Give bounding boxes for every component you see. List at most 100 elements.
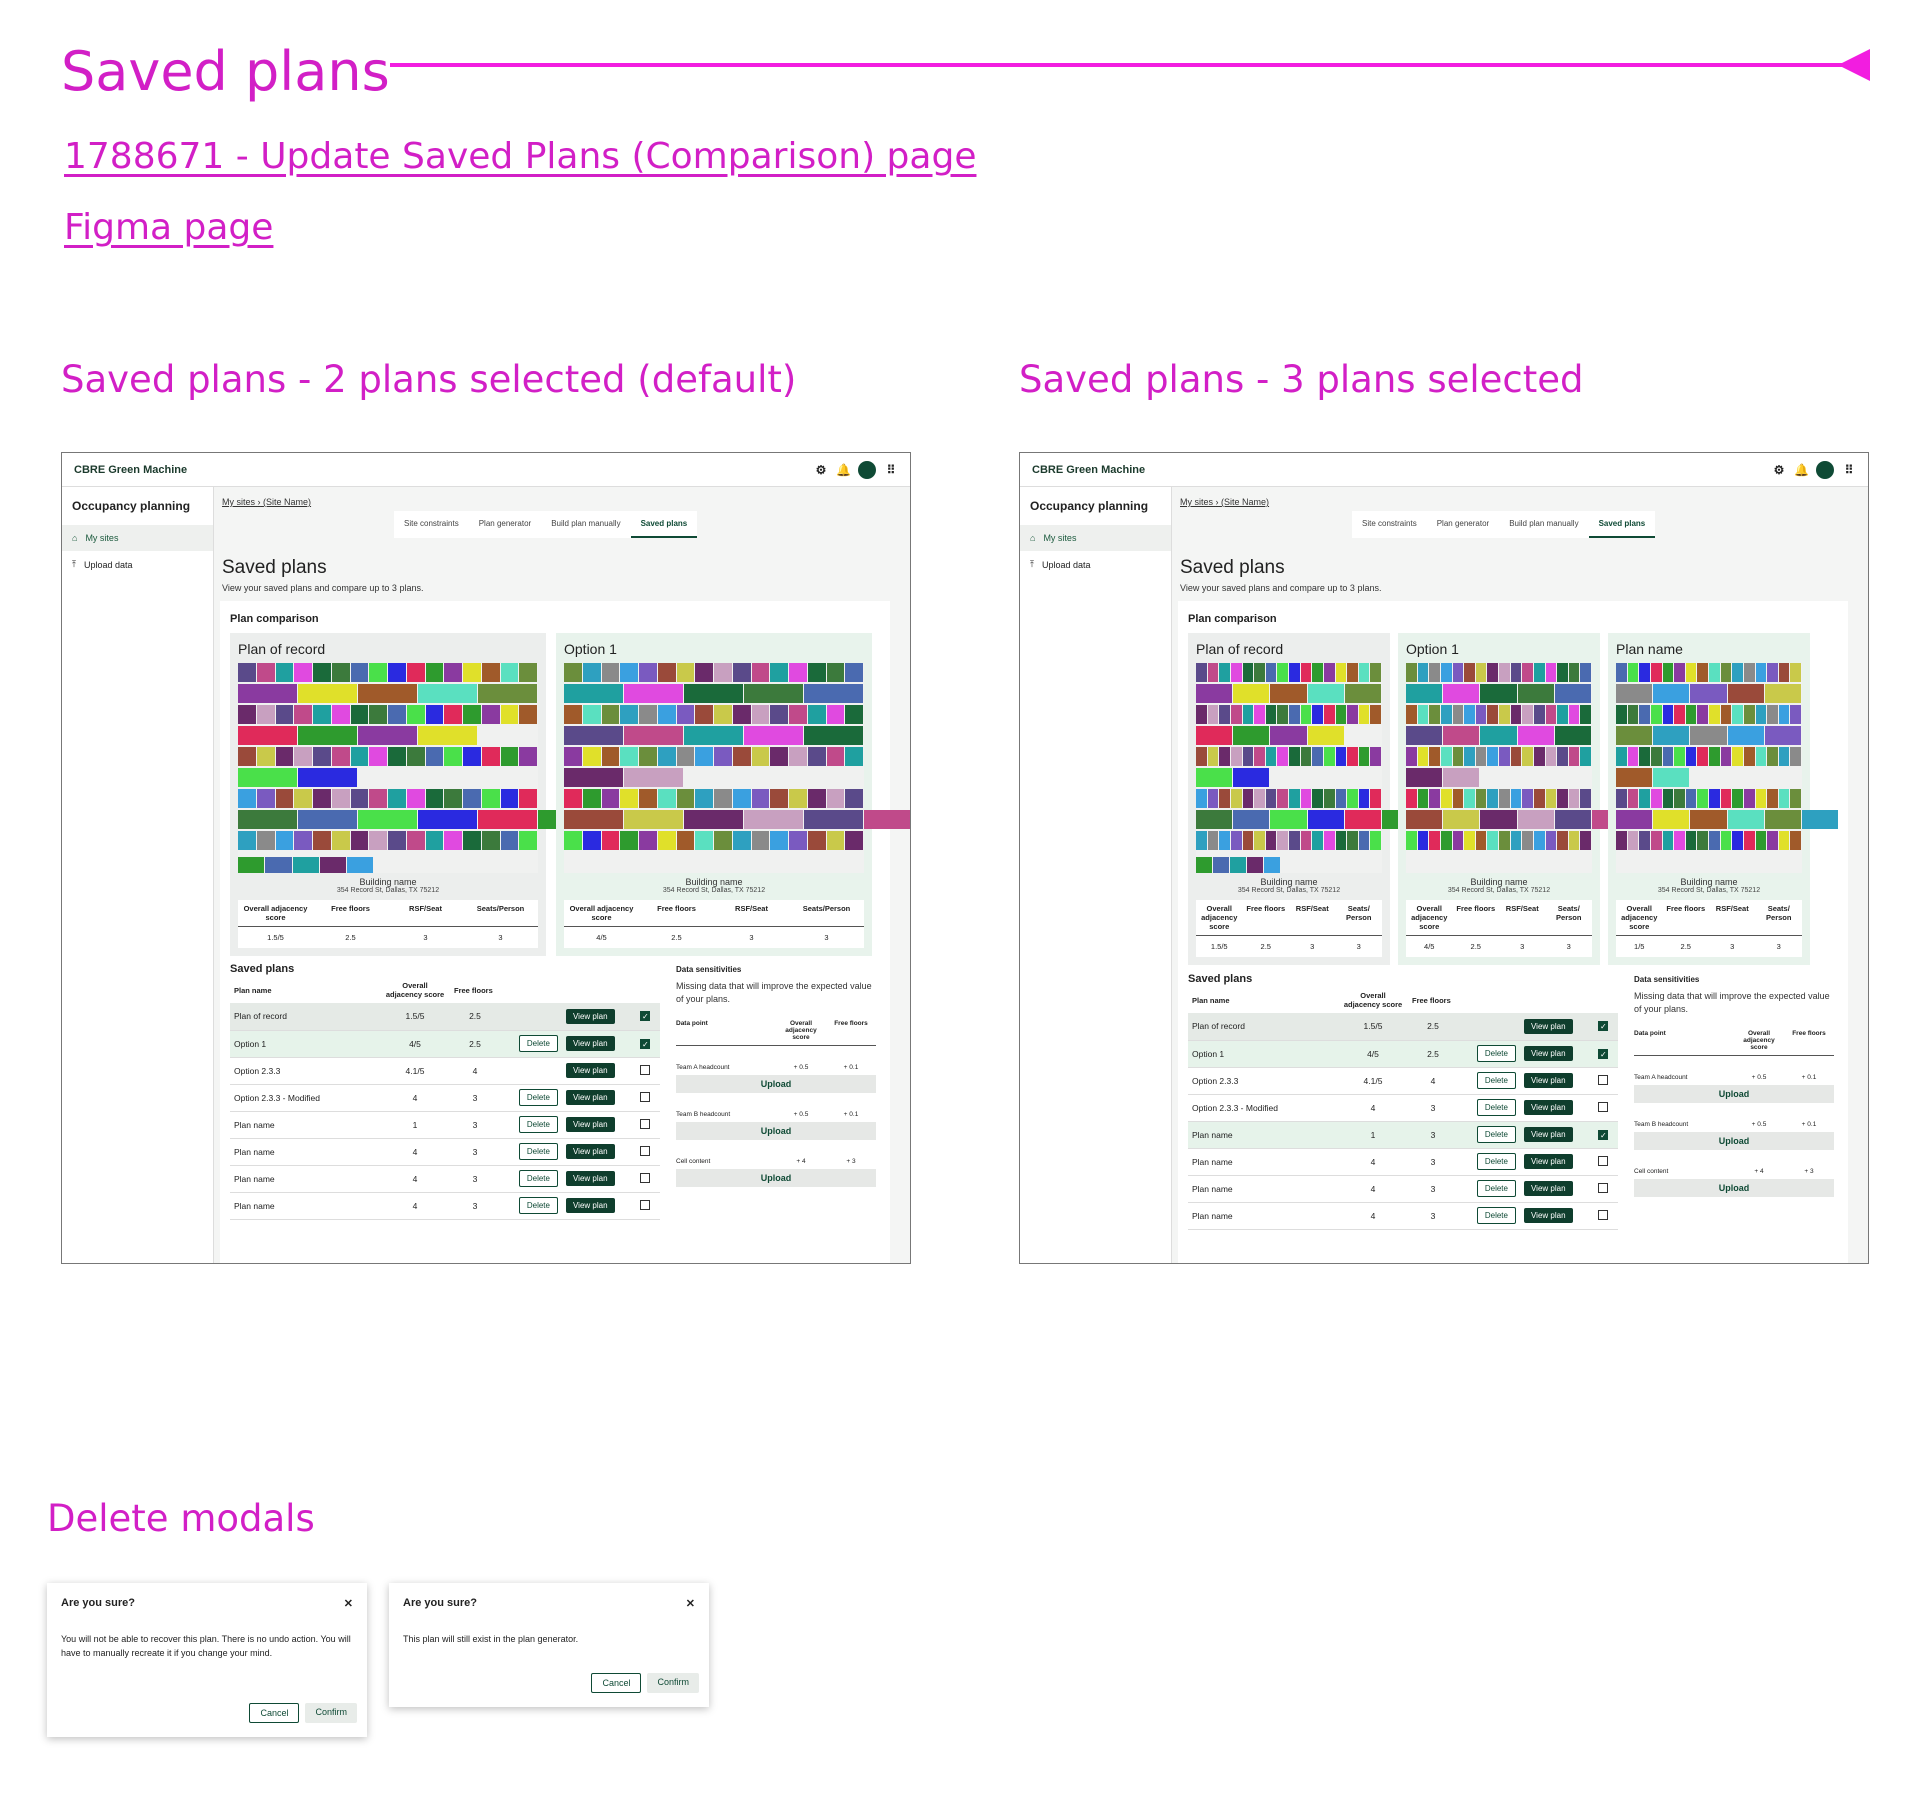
delete-button[interactable]: Delete (1476, 1180, 1516, 1197)
team-block[interactable] (1487, 831, 1498, 850)
team-block[interactable] (1464, 789, 1475, 808)
team-block[interactable] (481, 705, 500, 724)
team-block[interactable] (1697, 747, 1708, 766)
breadcrumb-site[interactable]: (Site Name) (1221, 497, 1270, 507)
team-block[interactable] (1767, 747, 1778, 766)
team-block[interactable] (1212, 857, 1229, 873)
team-block[interactable] (1475, 831, 1487, 850)
team-block[interactable] (1545, 663, 1557, 682)
team-block[interactable] (1790, 789, 1801, 808)
team-block[interactable] (406, 747, 425, 766)
view-plan-button[interactable]: View plan (565, 1063, 615, 1078)
figma-link[interactable]: Figma page (64, 207, 274, 248)
team-block[interactable] (275, 789, 294, 808)
team-block[interactable] (1417, 705, 1429, 724)
team-block[interactable] (1662, 747, 1674, 766)
team-block[interactable] (1627, 705, 1639, 724)
team-block[interactable] (256, 663, 275, 682)
team-block[interactable] (519, 831, 537, 850)
team-block[interactable] (1767, 663, 1778, 682)
upload-button[interactable]: Upload (676, 1169, 876, 1187)
team-block[interactable] (1616, 831, 1627, 850)
upload-button[interactable]: Upload (1634, 1085, 1834, 1103)
team-block[interactable] (1778, 831, 1790, 850)
tab-3[interactable]: Saved plans (1588, 511, 1656, 538)
team-block[interactable] (425, 705, 444, 724)
team-block[interactable] (1510, 747, 1522, 766)
team-block[interactable] (1499, 831, 1510, 850)
team-block[interactable] (298, 684, 357, 703)
team-block[interactable] (388, 747, 406, 766)
team-block[interactable] (1207, 705, 1219, 724)
team-block[interactable] (789, 705, 807, 724)
team-block[interactable] (751, 705, 770, 724)
team-block[interactable] (294, 789, 312, 808)
gear-icon[interactable]: ⚙ (1773, 462, 1785, 477)
team-block[interactable] (238, 789, 256, 808)
team-block[interactable] (275, 747, 294, 766)
team-block[interactable] (695, 789, 713, 808)
team-block[interactable] (1440, 747, 1452, 766)
team-block[interactable] (1650, 789, 1662, 808)
team-block[interactable] (744, 684, 803, 703)
team-block[interactable] (732, 831, 751, 850)
team-block[interactable] (238, 663, 256, 682)
delete-button[interactable]: Delete (1476, 1072, 1516, 1089)
team-block[interactable] (275, 663, 294, 682)
team-block[interactable] (1196, 705, 1207, 724)
confirm-button[interactable]: Confirm (305, 1703, 357, 1723)
team-block[interactable] (639, 747, 657, 766)
team-block[interactable] (1347, 789, 1358, 808)
team-block[interactable] (1464, 705, 1475, 724)
team-block[interactable] (1639, 705, 1650, 724)
team-block[interactable] (1335, 789, 1347, 808)
team-block[interactable] (1557, 747, 1568, 766)
team-block[interactable] (1300, 747, 1312, 766)
team-block[interactable] (1517, 684, 1554, 703)
team-block[interactable] (331, 663, 350, 682)
team-block[interactable] (1720, 705, 1732, 724)
team-block[interactable] (481, 831, 500, 850)
team-block[interactable] (1254, 789, 1265, 808)
compare-checkbox[interactable] (1598, 1074, 1609, 1085)
team-block[interactable] (1522, 831, 1533, 850)
team-block[interactable] (1277, 663, 1288, 682)
team-block[interactable] (624, 810, 683, 829)
team-block[interactable] (1277, 789, 1288, 808)
team-block[interactable] (1429, 663, 1440, 682)
team-block[interactable] (657, 663, 676, 682)
team-block[interactable] (265, 857, 292, 873)
team-block[interactable] (1627, 747, 1639, 766)
team-block[interactable] (238, 684, 297, 703)
team-block[interactable] (1254, 663, 1265, 682)
team-block[interactable] (1312, 705, 1323, 724)
team-block[interactable] (1545, 705, 1557, 724)
team-block[interactable] (1440, 789, 1452, 808)
team-block[interactable] (770, 663, 788, 682)
team-block[interactable] (444, 747, 462, 766)
team-block[interactable] (1685, 789, 1697, 808)
view-plan-button[interactable]: View plan (565, 1036, 615, 1051)
team-block[interactable] (770, 831, 788, 850)
team-block[interactable] (406, 705, 425, 724)
team-block[interactable] (624, 768, 683, 787)
view-plan-button[interactable]: View plan (1523, 1100, 1573, 1115)
team-block[interactable] (624, 684, 683, 703)
team-block[interactable] (1568, 831, 1580, 850)
compare-checkbox[interactable]: ✓ (1598, 1021, 1609, 1032)
team-block[interactable] (1732, 747, 1743, 766)
team-block[interactable] (1499, 747, 1510, 766)
team-block[interactable] (1196, 831, 1207, 850)
team-block[interactable] (695, 747, 713, 766)
compare-checkbox[interactable]: ✓ (640, 1011, 651, 1022)
team-block[interactable] (1616, 726, 1653, 745)
sidebar-item-upload-data[interactable]: ⤒ Upload data (1020, 551, 1171, 578)
view-plan-button[interactable]: View plan (1523, 1073, 1573, 1088)
team-block[interactable] (358, 810, 417, 829)
team-block[interactable] (1307, 810, 1344, 829)
team-block[interactable] (1233, 768, 1270, 787)
team-block[interactable] (695, 663, 713, 682)
team-block[interactable] (481, 747, 500, 766)
team-block[interactable] (1242, 705, 1254, 724)
breadcrumb-root[interactable]: My sites (1180, 497, 1214, 507)
